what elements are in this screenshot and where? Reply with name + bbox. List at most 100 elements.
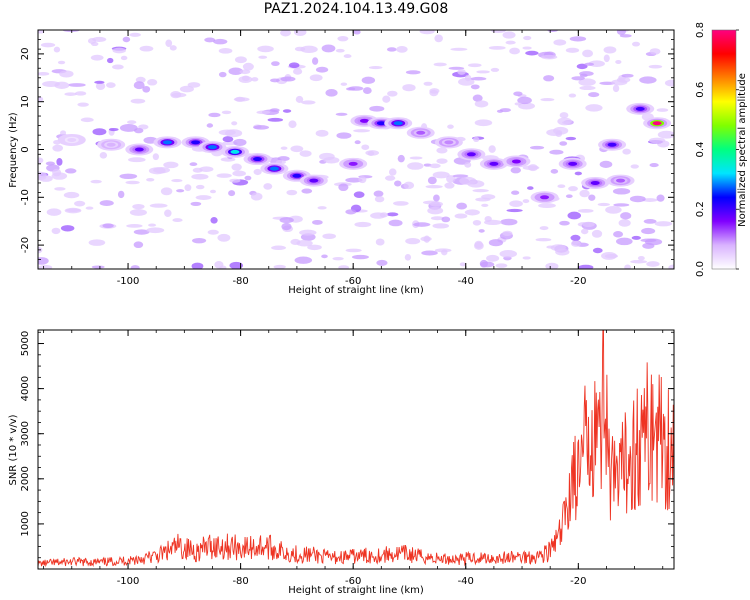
spectrogram-speckle bbox=[172, 218, 183, 223]
spectrogram-speckle bbox=[90, 54, 104, 61]
colorbar-gradient bbox=[712, 30, 736, 269]
spectrogram-speckle bbox=[250, 192, 263, 201]
spectrogram-speckle bbox=[52, 144, 64, 152]
spectrogram-speckle bbox=[474, 119, 493, 127]
spectrogram-speckle bbox=[384, 175, 396, 181]
spectrogram-feature bbox=[153, 136, 182, 149]
spectrogram-speckle bbox=[546, 129, 563, 136]
spectrogram-speckle bbox=[397, 154, 405, 163]
spectrogram-speckle bbox=[446, 175, 456, 183]
spectrogram-blob bbox=[309, 178, 319, 183]
spectrogram-speckle bbox=[238, 76, 253, 84]
y-tick-label: -10 bbox=[20, 189, 31, 205]
spectrogram-blob bbox=[607, 142, 617, 147]
spectrogram-speckle bbox=[472, 94, 483, 102]
spectrogram-speckle bbox=[588, 92, 600, 98]
spectrogram-speckle bbox=[447, 124, 454, 129]
spectrogram-blob bbox=[568, 161, 578, 166]
spectrogram-speckle bbox=[117, 190, 125, 199]
spectrogram-speckle bbox=[427, 206, 444, 215]
spectrogram-speckle bbox=[649, 163, 659, 168]
y-tick-label: 20 bbox=[20, 48, 31, 61]
spectrogram-speckle bbox=[373, 190, 384, 197]
spectrogram-speckle bbox=[351, 254, 369, 260]
spectrogram-speckle bbox=[472, 219, 482, 226]
spectrogram-speckle bbox=[565, 47, 580, 53]
spectrogram-speckle bbox=[495, 263, 508, 268]
spectrogram-speckle bbox=[92, 128, 107, 136]
spectrogram-speckle bbox=[522, 199, 530, 204]
spectrogram-speckle bbox=[54, 187, 66, 191]
spectrogram-speckle bbox=[106, 57, 114, 64]
spectrogram-speckle bbox=[540, 54, 558, 60]
spectrogram-speckle bbox=[648, 64, 663, 69]
spectrogram-speckle bbox=[478, 229, 485, 233]
spectrogram-speckle bbox=[458, 77, 475, 86]
colorbar-tick-label: 0.6 bbox=[695, 82, 706, 98]
spectrogram-speckle bbox=[619, 34, 632, 38]
spectrogram-speckle bbox=[553, 39, 567, 46]
colorbar-tick-label: 0.4 bbox=[695, 142, 706, 158]
spectrogram-feature bbox=[479, 157, 508, 170]
spectrogram-speckle bbox=[244, 175, 252, 181]
spectrogram-speckle bbox=[271, 61, 280, 67]
spectrogram-speckle bbox=[369, 105, 385, 112]
spectrogram-speckle bbox=[409, 156, 423, 160]
spectrogram-speckle bbox=[641, 227, 656, 235]
spectrogram-speckle bbox=[518, 102, 535, 110]
spectrogram-speckle bbox=[112, 64, 124, 70]
spectrogram-speckle bbox=[517, 96, 532, 105]
spectrogram-speckle bbox=[38, 30, 45, 34]
spectrogram-speckle bbox=[577, 208, 594, 213]
spectrogram-speckle bbox=[630, 259, 648, 264]
spectrogram-feature bbox=[198, 141, 227, 154]
spectrogram-speckle bbox=[483, 219, 502, 226]
spectrogram-speckle bbox=[127, 120, 137, 125]
spectrogram-speckle bbox=[502, 31, 516, 39]
spectrogram-speckle bbox=[454, 213, 468, 219]
spectrogram-feature bbox=[339, 157, 368, 170]
spectrogram-speckle bbox=[538, 203, 556, 209]
spectrogram-speckle bbox=[479, 259, 488, 268]
spectrogram-speckle bbox=[540, 98, 555, 102]
x-tick-label: -60 bbox=[345, 576, 361, 587]
spectrogram-speckle bbox=[559, 220, 570, 226]
spectrogram-speckle bbox=[382, 95, 391, 103]
spectrogram-speckle bbox=[253, 125, 270, 130]
y-tick-label: 2000 bbox=[20, 466, 31, 491]
spectrogram-speckle bbox=[361, 76, 376, 84]
spectrogram-speckle bbox=[432, 223, 450, 229]
spectrogram-speckle bbox=[280, 146, 288, 150]
spectrogram-speckle bbox=[299, 150, 312, 157]
spectrogram-speckle bbox=[65, 168, 77, 174]
spectrogram-speckle bbox=[561, 121, 571, 125]
spectrogram-speckle bbox=[642, 242, 655, 249]
spectrogram-speckle bbox=[94, 80, 105, 84]
y-tick-label: 0 bbox=[20, 146, 31, 152]
spectrogram-speckle bbox=[612, 84, 620, 93]
spectrogram-speckle bbox=[271, 245, 287, 251]
spectrogram-speckle bbox=[615, 237, 633, 246]
spectrogram-speckle bbox=[393, 201, 409, 206]
spectrogram-speckle bbox=[591, 229, 603, 238]
spectrogram-speckle bbox=[510, 167, 521, 174]
spectrogram-speckle bbox=[68, 83, 86, 87]
spectrogram-speckle bbox=[579, 85, 596, 91]
spectrogram-speckle bbox=[419, 30, 435, 35]
spectrogram-speckle bbox=[657, 130, 674, 139]
spectrogram-speckle bbox=[229, 178, 241, 183]
spectrogram-speckle bbox=[642, 198, 658, 202]
spectrogram-speckle bbox=[557, 184, 566, 189]
spectrogram-speckle bbox=[160, 187, 173, 196]
spectrogram-blob bbox=[207, 145, 217, 150]
spectrogram-speckle bbox=[179, 85, 194, 93]
spectrogram-speckle bbox=[191, 173, 209, 180]
spectrogram-speckle bbox=[301, 100, 316, 105]
spectrogram-speckle bbox=[509, 47, 521, 55]
spectrogram-speckle bbox=[441, 216, 451, 223]
spectrogram-speckle bbox=[475, 197, 491, 202]
spectrogram-speckle bbox=[450, 47, 468, 51]
spectrogram-speckle bbox=[214, 261, 224, 269]
spectrogram-speckle bbox=[612, 188, 631, 195]
spectrogram-feature bbox=[57, 133, 86, 146]
